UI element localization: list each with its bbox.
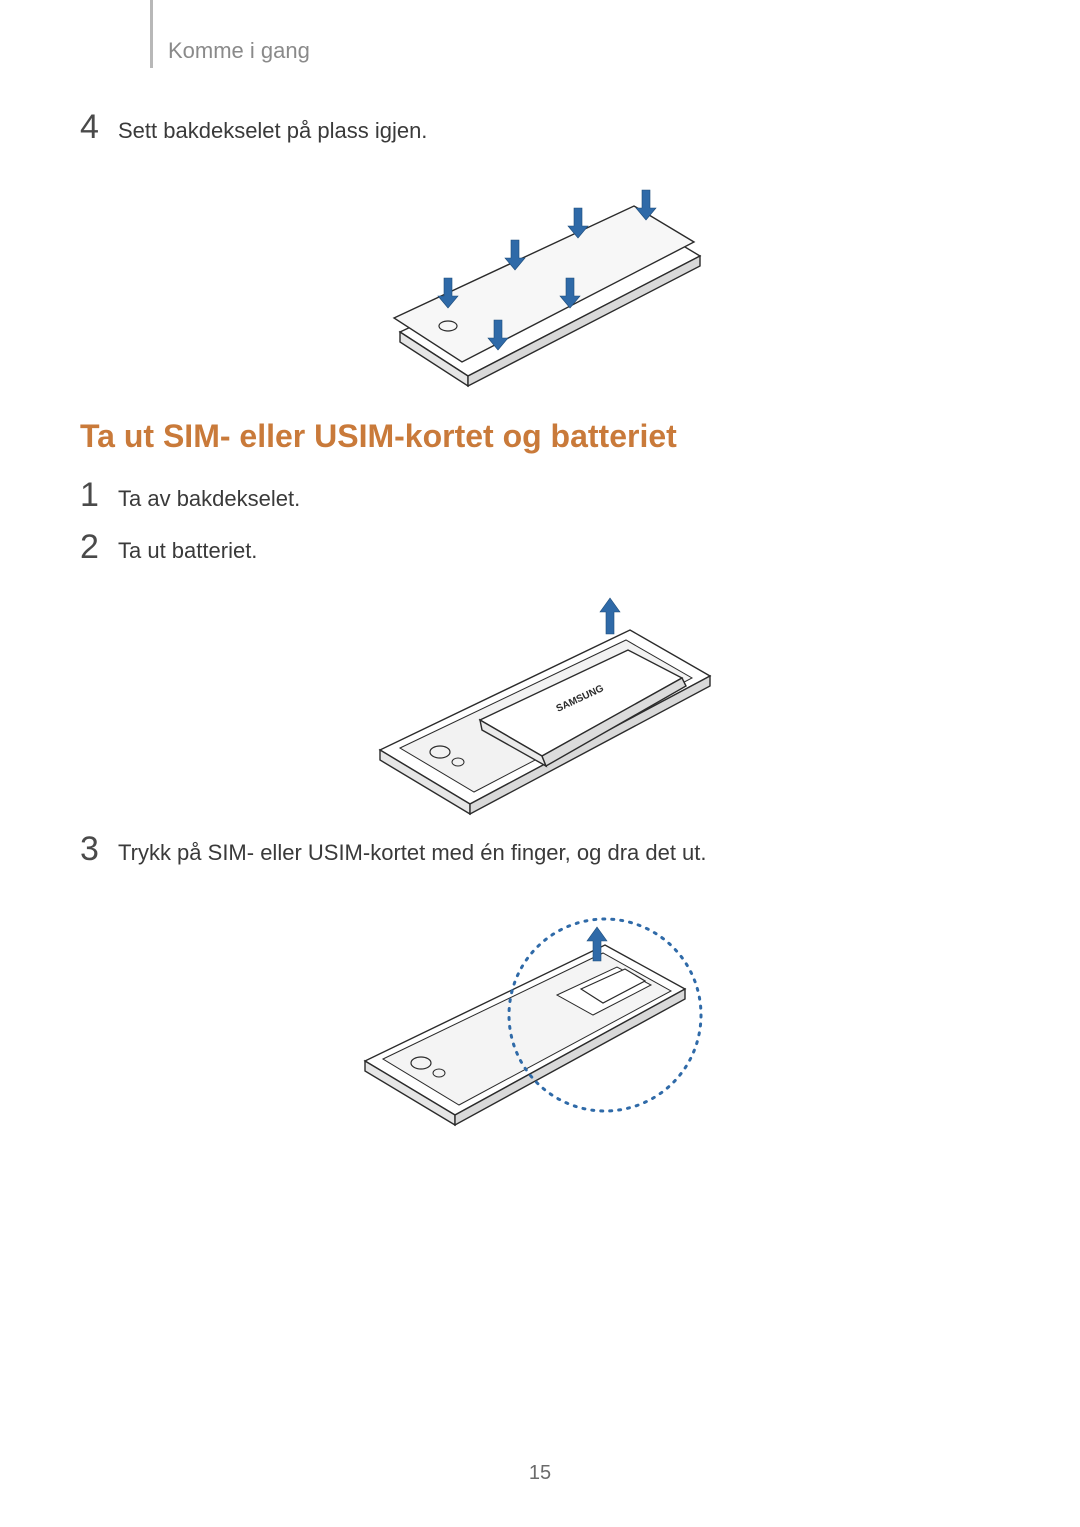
figure-back-cover-replace xyxy=(0,160,1080,405)
lift-arrow-icon xyxy=(600,598,620,634)
step-4: 4 Sett bakdekselet på plass igjen. xyxy=(80,110,1000,146)
section-heading: Ta ut SIM- eller USIM-kortet og batterie… xyxy=(80,418,677,455)
substep-1: 1 Ta av bakdekselet. xyxy=(80,478,1000,514)
step-4-text: Sett bakdekselet på plass igjen. xyxy=(114,117,427,146)
chapter-title: Komme i gang xyxy=(168,38,310,64)
substep-1-text: Ta av bakdekselet. xyxy=(114,485,300,514)
remove-battery-diagram: SAMSUNG xyxy=(330,580,750,820)
substep-3-text: Trykk på SIM- eller USIM-kortet med én f… xyxy=(114,839,707,868)
step-4-number: 4 xyxy=(80,110,114,144)
substep-2-text: Ta ut batteriet. xyxy=(114,537,257,566)
remove-sim-diagram xyxy=(325,885,755,1165)
figure-remove-battery: SAMSUNG xyxy=(0,580,1080,825)
figure-remove-sim xyxy=(0,885,1080,1170)
header-rule xyxy=(150,0,153,68)
substep-3: 3 Trykk på SIM- eller USIM-kortet med én… xyxy=(80,832,1000,868)
page-number: 15 xyxy=(0,1462,1080,1485)
substep-2-number: 2 xyxy=(80,530,114,564)
substep-3-number: 3 xyxy=(80,832,114,866)
substep-2: 2 Ta ut batteriet. xyxy=(80,530,1000,566)
back-cover-diagram xyxy=(340,160,740,400)
substep-1-number: 1 xyxy=(80,478,114,512)
